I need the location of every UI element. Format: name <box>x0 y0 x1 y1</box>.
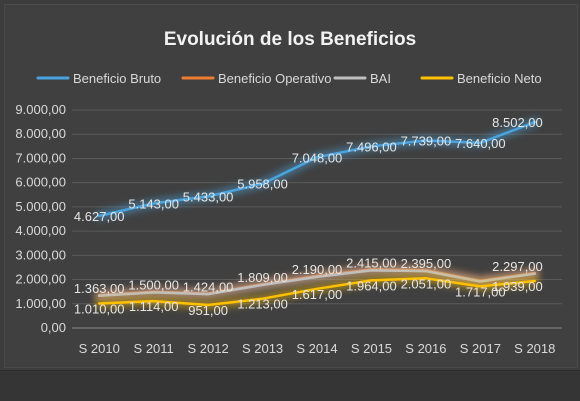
data-label: 1.617,00 <box>292 287 343 302</box>
x-tick-label: S 2018 <box>514 341 555 356</box>
y-tick-label: 3.000,00 <box>15 247 66 262</box>
data-label: 1.010,00 <box>74 302 125 317</box>
chart-title: Evolución de los Beneficios <box>164 29 416 50</box>
y-tick-label: 9.000,00 <box>15 102 66 117</box>
data-label: 2.190,00 <box>292 262 343 277</box>
series-line-beneficio-bruto <box>97 120 537 218</box>
data-label: 4.627,00 <box>74 209 125 224</box>
data-label: 2.395,00 <box>401 256 452 271</box>
data-label: 1.114,00 <box>129 299 179 314</box>
data-label: 1.964,00 <box>346 278 397 293</box>
y-axis: 0,00 1.000,00 2.000,00 3.000,00 4.000,00 5.00… <box>15 102 66 335</box>
y-tick-label: 0,00 <box>41 320 66 335</box>
series-group <box>94 117 540 310</box>
data-label: 5.143,00 <box>128 196 179 211</box>
data-label: 951,00 <box>188 303 228 318</box>
y-tick-label: 7.000,00 <box>15 150 66 165</box>
data-label: 7.640,00 <box>455 136 506 151</box>
data-labels: 4.627,005.143,00 5.433,005.958,00 7.048,00… <box>74 115 543 318</box>
x-tick-label: S 2013 <box>242 341 283 356</box>
data-label: 1.363,00 <box>74 281 125 296</box>
x-tick-label: S 2017 <box>460 341 501 356</box>
sheet-strip <box>0 370 580 401</box>
data-label: 5.958,00 <box>237 177 288 192</box>
legend-label: BAI <box>370 71 391 86</box>
legend-label: Beneficio Bruto <box>73 71 161 86</box>
data-label: 7.739,00 <box>401 134 452 149</box>
data-label: 2.415,00 <box>346 255 397 270</box>
x-tick-label: S 2014 <box>296 341 337 356</box>
series-line-beneficio-neto <box>97 277 537 307</box>
data-label: 8.502,00 <box>492 115 543 130</box>
data-label: 7.496,00 <box>346 139 397 154</box>
y-tick-label: 6.000,00 <box>15 175 66 190</box>
x-tick-label: S 2012 <box>188 341 229 356</box>
y-tick-label: 8.000,00 <box>15 126 66 141</box>
x-tick-label: S 2016 <box>405 341 446 356</box>
data-label: 1.213,00 <box>237 297 288 312</box>
legend-label: Beneficio Operativo <box>218 71 331 86</box>
series-line-bai <box>97 269 537 298</box>
data-label: 1.939,00 <box>492 279 543 294</box>
x-tick-label: S 2011 <box>134 341 174 356</box>
data-label: 5.433,00 <box>183 189 234 204</box>
x-tick-label: S 2010 <box>79 341 120 356</box>
data-label: 2.051,00 <box>401 276 452 291</box>
data-label: 2.297,00 <box>492 259 543 274</box>
y-tick-label: 4.000,00 <box>15 223 66 238</box>
y-tick-label: 2.000,00 <box>15 272 66 287</box>
data-label: 7.048,00 <box>292 150 343 165</box>
data-label: 1.500,00 <box>128 278 179 293</box>
data-label: 1.717,00 <box>455 284 506 299</box>
y-tick-label: 5.000,00 <box>15 199 66 214</box>
x-axis: S 2010 S 2011 S 2012 S 2013 S 2014 S 2015 S 20… <box>79 341 556 356</box>
legend-label: Beneficio Neto <box>457 71 542 86</box>
data-label: 1.809,00 <box>237 270 288 285</box>
legend: Beneficio Bruto Beneficio Operativo BAI Ben… <box>36 71 542 86</box>
data-label: 1.424,00 <box>183 280 234 295</box>
y-tick-label: 1.000,00 <box>15 296 66 311</box>
x-tick-label: S 2015 <box>351 341 392 356</box>
